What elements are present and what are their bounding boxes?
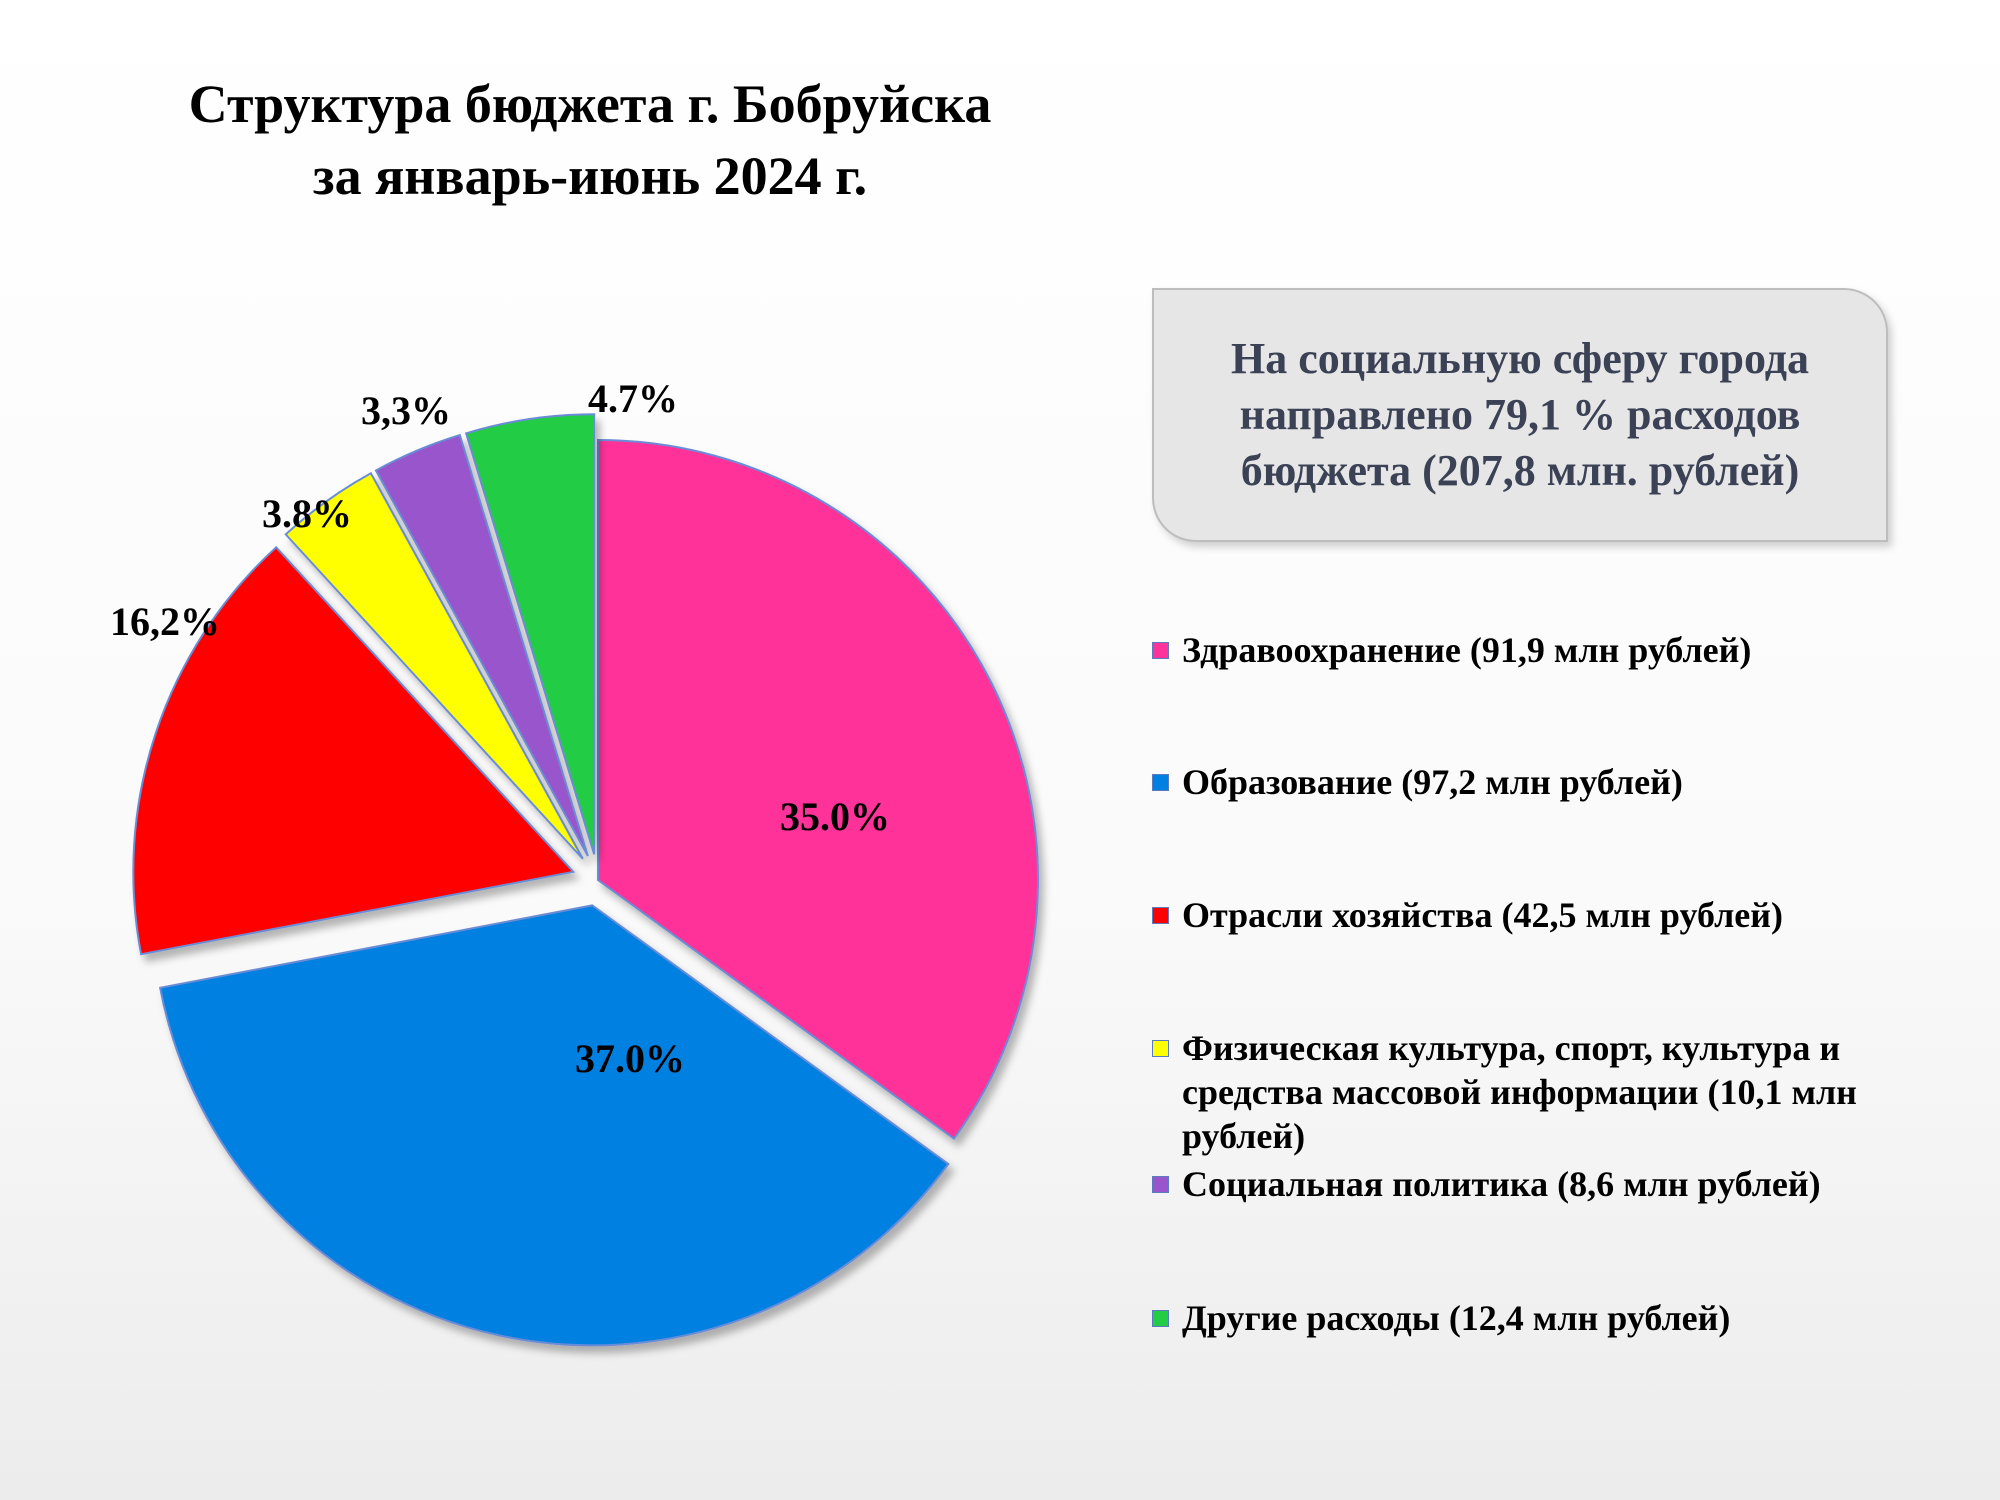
legend-item-5: Социальная политика (8,6 млн рублей) bbox=[1152, 1162, 1982, 1206]
slice-data-label-4: 3.8% bbox=[262, 491, 352, 536]
legend-item-6: Другие расходы (12,4 млн рублей) bbox=[1152, 1296, 1982, 1340]
chart-title-line-2: за январь-июнь 2024 г. bbox=[312, 146, 868, 206]
pie-slice-4 bbox=[284, 471, 584, 860]
pie-slice-5 bbox=[374, 433, 589, 857]
legend-item-3: Отрасли хозяйства (42,5 млн рублей) bbox=[1152, 893, 1982, 937]
legend-label-3: Отрасли хозяйства (42,5 млн рублей) bbox=[1182, 895, 1784, 935]
callout-text: На социальную сферу города направлено 79… bbox=[1231, 334, 1809, 495]
slice-data-label-5: 3,3% bbox=[361, 388, 451, 433]
legend-label-5: Социальная политика (8,6 млн рублей) bbox=[1182, 1164, 1821, 1204]
legend-swatch-5 bbox=[1152, 1176, 1169, 1193]
legend-swatch-2 bbox=[1152, 774, 1169, 791]
pie-slice-6 bbox=[464, 413, 596, 855]
legend-swatch-4 bbox=[1152, 1040, 1169, 1057]
legend-item-2: Образование (97,2 млн рублей) bbox=[1152, 760, 1982, 804]
social-sphere-callout: На социальную сферу города направлено 79… bbox=[1152, 288, 1888, 542]
slice-data-label-3: 16,2% bbox=[110, 599, 220, 644]
legend-label-2: Образование (97,2 млн рублей) bbox=[1182, 762, 1683, 802]
legend-label-4: Физическая культура, спорт, культура и с… bbox=[1182, 1028, 1857, 1156]
pie-slice-3 bbox=[132, 545, 576, 956]
chart-title: Структура бюджета г. Бобруйска за январь… bbox=[70, 68, 1110, 212]
legend-swatch-1 bbox=[1152, 642, 1169, 659]
chart-title-line-1: Структура бюджета г. Бобруйска bbox=[188, 74, 992, 134]
legend-swatch-3 bbox=[1152, 907, 1169, 924]
legend-item-4: Физическая культура, спорт, культура и с… bbox=[1152, 1026, 1982, 1158]
legend-label-6: Другие расходы (12,4 млн рублей) bbox=[1182, 1298, 1731, 1338]
pie-slice-2 bbox=[158, 904, 950, 1347]
slice-data-label-6: 4.7% bbox=[588, 376, 678, 421]
slice-data-label-1: 35.0% bbox=[780, 794, 890, 839]
pie-slice-1 bbox=[597, 438, 1040, 1141]
legend-item-1: Здравоохранение (91,9 млн рублей) bbox=[1152, 628, 1982, 672]
slice-data-label-2: 37.0% bbox=[575, 1036, 685, 1081]
legend-label-1: Здравоохранение (91,9 млн рублей) bbox=[1182, 630, 1752, 670]
legend-swatch-6 bbox=[1152, 1310, 1169, 1327]
